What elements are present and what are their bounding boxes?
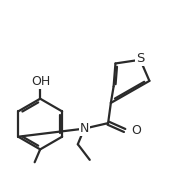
Text: O: O [132,124,142,137]
Text: N: N [80,122,89,135]
Text: S: S [136,52,144,65]
Text: OH: OH [31,75,50,88]
